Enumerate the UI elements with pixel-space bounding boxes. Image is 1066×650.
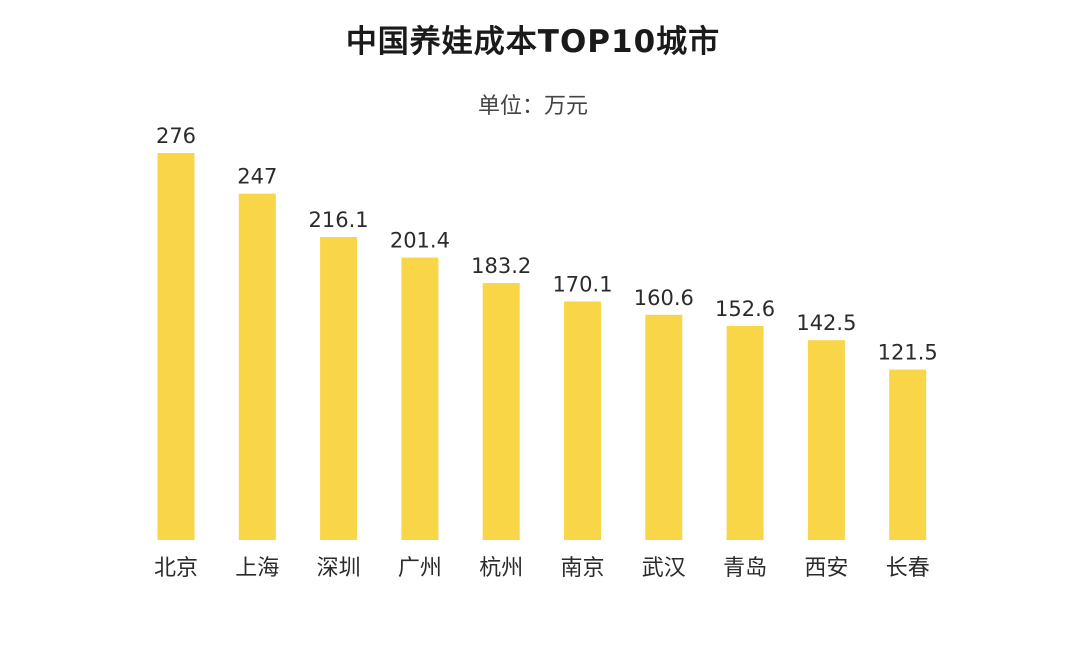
value-label-1: 247 — [237, 165, 277, 189]
category-label-3: 广州 — [398, 556, 442, 581]
category-label-6: 武汉 — [642, 556, 686, 581]
value-label-7: 152.6 — [715, 297, 775, 321]
category-label-8: 西安 — [804, 556, 848, 581]
value-label-0: 276 — [156, 124, 196, 148]
category-label-4: 杭州 — [479, 556, 523, 581]
category-label-2: 深圳 — [317, 556, 361, 581]
chart-title: 中国养娃成本TOP10城市 — [345, 24, 721, 60]
bar-2 — [320, 237, 358, 540]
value-label-6: 160.6 — [634, 286, 694, 310]
value-label-3: 201.4 — [390, 229, 450, 253]
value-label-4: 183.2 — [471, 254, 531, 278]
category-label-7: 青岛 — [723, 556, 767, 581]
bar-4 — [482, 283, 520, 540]
chart-unit-subtitle: 单位：万元 — [477, 94, 588, 119]
category-label-9: 长春 — [886, 556, 930, 581]
category-label-0: 北京 — [154, 556, 198, 581]
value-label-9: 121.5 — [878, 341, 938, 365]
category-label-5: 南京 — [560, 556, 604, 581]
bar-7 — [726, 326, 764, 540]
value-label-5: 170.1 — [552, 273, 612, 297]
value-label-2: 216.1 — [309, 208, 369, 232]
bar-1 — [238, 193, 276, 540]
bar-3 — [401, 257, 439, 540]
value-label-8: 142.5 — [796, 311, 856, 335]
bar-0 — [157, 153, 195, 540]
category-label-1: 上海 — [235, 556, 279, 581]
bar-9 — [889, 369, 927, 540]
bar-8 — [807, 340, 845, 540]
bar-5 — [564, 301, 601, 540]
bar-6 — [645, 314, 683, 540]
